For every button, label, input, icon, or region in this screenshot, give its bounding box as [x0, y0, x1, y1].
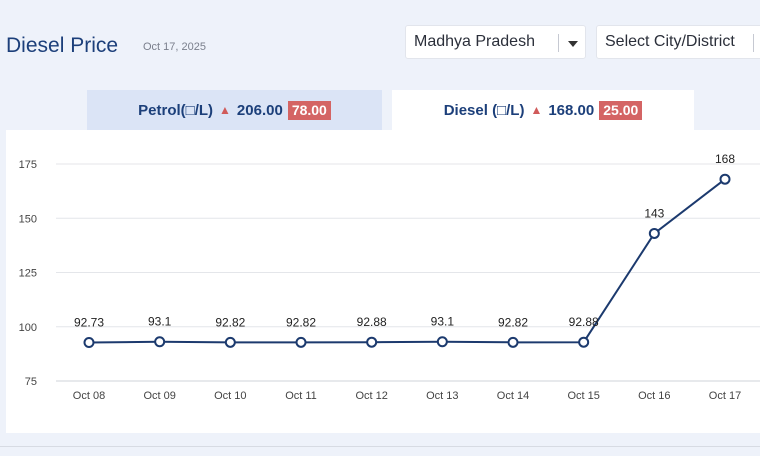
tab-fuel-label: Diesel (□/L): [443, 101, 525, 119]
data-point: [224, 336, 236, 348]
data-point: [154, 336, 166, 348]
state-select-value: Madhya Pradesh: [414, 33, 535, 50]
y-tick-label: 150: [19, 213, 37, 225]
data-label: 143: [644, 206, 664, 220]
data-point: [83, 337, 95, 349]
data-point: [719, 173, 731, 185]
x-tick-label: Oct 12: [355, 390, 387, 402]
price-chart-card: 75 100 125 150 175 Oct 08 Oct 09 Oct 10 Oct 11 Oc…: [6, 130, 760, 433]
x-tick-label: Oct 13: [426, 390, 458, 402]
triangle-up-icon: ▲: [219, 103, 231, 117]
data-label: 92.82: [498, 315, 528, 329]
tab-price: 168.00: [548, 101, 595, 119]
select-divider: [753, 34, 754, 52]
data-label: 92.82: [215, 315, 245, 329]
state-select[interactable]: Madhya Pradesh: [405, 25, 586, 59]
chevron-down-icon[interactable]: [568, 41, 578, 47]
series-line: [88, 178, 726, 344]
tab-diesel[interactable]: Diesel (□/L) ▲ 168.00 25.00: [392, 90, 694, 130]
y-tick-label: 75: [25, 376, 37, 388]
x-tick-label: Oct 10: [214, 390, 246, 402]
price-change-badge: 25.00: [599, 100, 643, 120]
x-tick-label: Oct 17: [709, 390, 741, 402]
price-change-badge: 78.00: [287, 100, 331, 120]
page-title: Diesel Price: [6, 34, 119, 57]
data-label: 92.73: [74, 316, 104, 330]
data-point: [507, 336, 519, 348]
tab-petrol[interactable]: Petrol(□/L) ▲ 206.00 78.00: [87, 90, 382, 130]
city-select[interactable]: Select City/District: [596, 25, 760, 59]
price-date: Oct 17, 2025: [143, 41, 206, 53]
x-tick-label: Oct 14: [497, 390, 529, 402]
diesel-price-line-chart: 75 100 125 150 175 Oct 08 Oct 09 Oct 10 Oct 11 Oc…: [19, 152, 760, 402]
y-tick-label: 100: [19, 322, 37, 334]
data-label: 93.1: [431, 315, 455, 329]
tab-fuel-label: Petrol(□/L): [138, 101, 214, 119]
data-point: [366, 336, 378, 348]
data-label: 93.1: [148, 315, 172, 329]
city-select-placeholder: Select City/District: [605, 33, 735, 50]
data-label: 168: [715, 152, 735, 166]
y-tick-label: 175: [19, 159, 37, 171]
triangle-up-icon: ▲: [530, 103, 543, 117]
y-tick-label: 125: [19, 268, 37, 280]
data-point: [295, 336, 307, 348]
x-tick-label: Oct 09: [143, 390, 175, 402]
data-label: 92.88: [569, 315, 599, 329]
x-tick-label: Oct 15: [567, 390, 599, 402]
x-tick-label: Oct 11: [285, 390, 317, 402]
tab-price: 206.00: [236, 101, 283, 119]
data-label: 92.88: [357, 315, 387, 329]
x-tick-label: Oct 08: [73, 390, 105, 402]
data-point: [578, 336, 590, 348]
data-point: [436, 336, 448, 348]
data-point: [648, 227, 660, 239]
data-label: 92.82: [286, 315, 316, 329]
x-tick-label: Oct 16: [638, 390, 670, 402]
select-divider: [558, 34, 559, 52]
divider: [0, 446, 760, 447]
